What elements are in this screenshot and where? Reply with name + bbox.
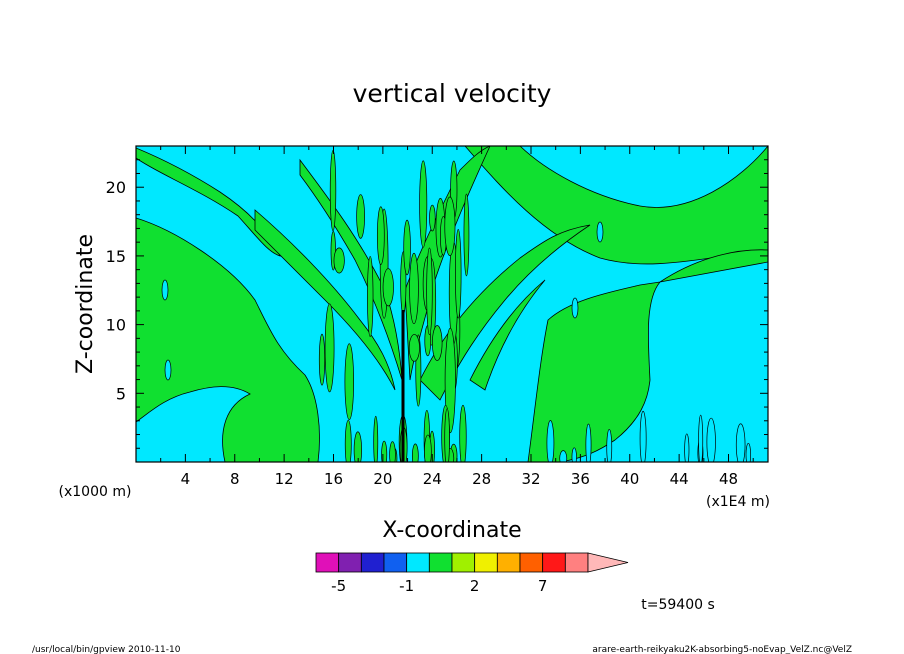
colorbar-swatch (496, 552, 521, 573)
surface-downdraft-cell (684, 433, 690, 462)
convective-cell (324, 303, 335, 393)
colorbar-swatch (360, 552, 385, 573)
colorbar-swatch (428, 552, 453, 573)
y-axis: 5 10 15 20 (106, 159, 768, 449)
convective-cell (382, 268, 394, 307)
convective-cell (426, 247, 433, 336)
plot-field (136, 146, 768, 462)
surface-cell (389, 441, 396, 462)
updraft-band-right-2 (469, 279, 546, 391)
surface-downdraft-cell (698, 414, 704, 462)
x-unit-right: (x1E4 m) (706, 494, 770, 510)
surface-downdraft-cell (606, 428, 613, 462)
small-cell (161, 279, 169, 301)
x-axis: 4 8 12 16 20 24 28 32 36 40 44 48 (160, 146, 754, 488)
y-tick-label: 20 (106, 178, 126, 197)
convective-cell (444, 196, 456, 257)
chart-title: vertical velocity (353, 79, 552, 108)
surface-downdraft-cell (559, 450, 568, 462)
colorbar-swatch (451, 552, 476, 573)
colorbar-label: -1 (399, 577, 414, 595)
updraft-region-left (136, 217, 320, 462)
convective-cell (432, 325, 443, 361)
x-tick-label: 36 (571, 470, 590, 488)
x-tick-label: 8 (230, 470, 240, 488)
time-label: t=59400 s (641, 597, 715, 613)
convective-cell (329, 149, 337, 232)
convective-cell (333, 247, 345, 274)
convective-cell (376, 206, 385, 265)
x-tick-label: 12 (275, 470, 294, 488)
colorbar-label: 7 (538, 577, 548, 595)
convective-cell (419, 160, 428, 248)
x-tick-label: 4 (181, 470, 191, 488)
surface-downdraft-cell (735, 423, 746, 462)
x-tick-label: 32 (521, 470, 540, 488)
colorbar-extension-arrow (587, 552, 629, 573)
x-axis-label: X-coordinate (382, 518, 521, 543)
surface-downdraft-cell (585, 423, 592, 462)
y-tick-label: 10 (106, 316, 126, 335)
surface-cell (411, 443, 419, 462)
surface-cell (344, 419, 352, 462)
surface-cell (459, 404, 467, 462)
colorbar-swatch (315, 552, 340, 573)
y-axis-label: Z-coordinate (73, 234, 98, 374)
x-tick-label: 24 (423, 470, 442, 488)
y-tick-label: 5 (116, 384, 126, 403)
colorbar-swatch (564, 552, 589, 573)
convective-cell (409, 252, 419, 325)
colorbar-label: -5 (331, 577, 346, 595)
colorbar-swatch (338, 552, 362, 573)
x-tick-label: 44 (670, 470, 689, 488)
small-cell (571, 297, 579, 319)
colorbar-swatch (519, 552, 544, 573)
colorbar-label: 2 (470, 577, 480, 595)
colorbar-swatch (542, 552, 566, 573)
convective-cell (429, 204, 436, 232)
footer-right: arare-earth-reikyaku2K-absorbing5-noEvap… (592, 645, 852, 654)
convective-cell (444, 327, 456, 434)
surface-cell (381, 440, 388, 462)
x-tick-label: 16 (324, 470, 343, 488)
x-tick-label: 28 (472, 470, 491, 488)
colorbar (315, 552, 629, 573)
colorbar-swatch (474, 552, 498, 573)
surface-cell (424, 434, 432, 462)
updraft-band-mid-right (419, 224, 591, 401)
colorbar-swatch (406, 552, 430, 573)
surface-downdraft-cell (546, 420, 555, 462)
convective-cell (356, 194, 365, 239)
colorbar-labels: -5 -1 2 7 (331, 577, 547, 595)
small-cell (164, 359, 172, 381)
colorbar-swatch (383, 552, 408, 573)
convective-cell (455, 228, 462, 319)
surface-downdraft-cell (706, 417, 716, 462)
x-tick-label: 20 (373, 470, 392, 488)
x-tick-label: 40 (620, 470, 639, 488)
surface-downdraft-cell (571, 447, 577, 462)
updraft-band-upper-left (136, 147, 281, 257)
convective-cell (403, 219, 411, 276)
surface-cell (373, 415, 379, 462)
convective-cell (318, 333, 326, 386)
convective-cell (408, 334, 420, 362)
convective-cell (344, 343, 355, 420)
footer-left: /usr/local/bin/gpview 2010-11-10 (32, 645, 181, 654)
plot-frame (135, 145, 769, 463)
surface-cell (353, 431, 362, 462)
updraft-band-mid-left (254, 209, 396, 391)
y-tick-label: 15 (106, 247, 126, 266)
surface-cell (444, 408, 450, 462)
x-tick-label: 48 (719, 470, 738, 488)
small-cell (596, 221, 604, 243)
convective-cell (367, 255, 374, 337)
x-unit-left: (x1000 m) (59, 484, 132, 500)
surface-downdraft-cell (745, 442, 752, 462)
surface-downdraft-cell (639, 410, 647, 462)
convective-cell (463, 193, 470, 277)
